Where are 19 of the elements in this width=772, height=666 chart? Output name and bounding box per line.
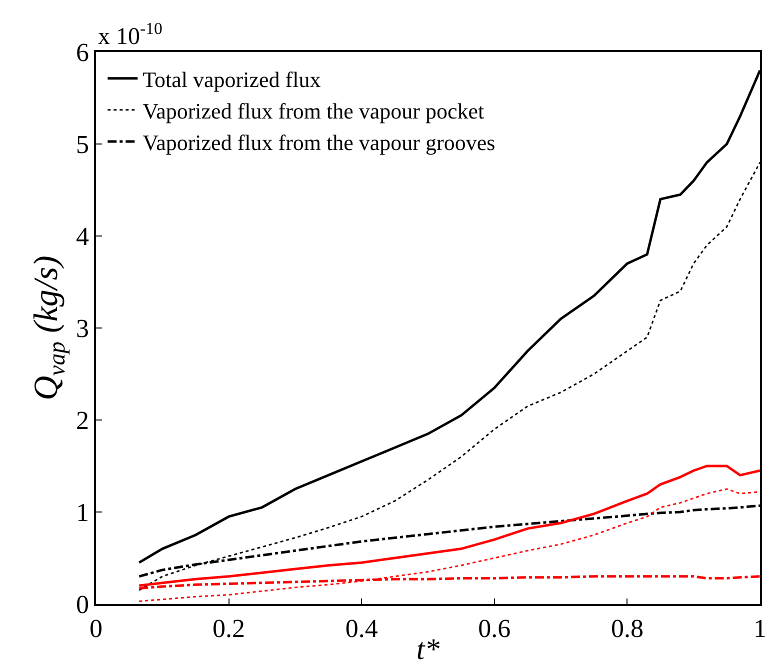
y-tick-label: 0 [76, 590, 90, 620]
y-tick-label: 5 [76, 130, 90, 160]
x-axis-title: t* [416, 633, 440, 666]
y-tick-label: 2 [76, 406, 90, 436]
y-tick-label: 6 [76, 38, 90, 68]
legend-label: Total vaporized flux [142, 66, 321, 92]
text: x 10$^{-10}$ [98, 19, 162, 50]
y-tick-label: 4 [76, 222, 90, 252]
line-series [138, 488, 760, 602]
y-tick-label: 1 [76, 498, 90, 528]
x-tick-label: 1 [754, 614, 766, 643]
x-tick-label: 0.6 [478, 614, 511, 643]
x-tick-label: 0.4 [345, 614, 378, 643]
line-series [138, 464, 760, 587]
legend-label: Vaporized flux from the vapour grooves [142, 130, 496, 156]
x-tick-label: 0.2 [212, 614, 246, 643]
y-tick-label: 3 [76, 314, 90, 344]
x-tick-label: 0.8 [610, 614, 644, 643]
legend-label: Vaporized flux from the vapour pocket [142, 98, 484, 124]
